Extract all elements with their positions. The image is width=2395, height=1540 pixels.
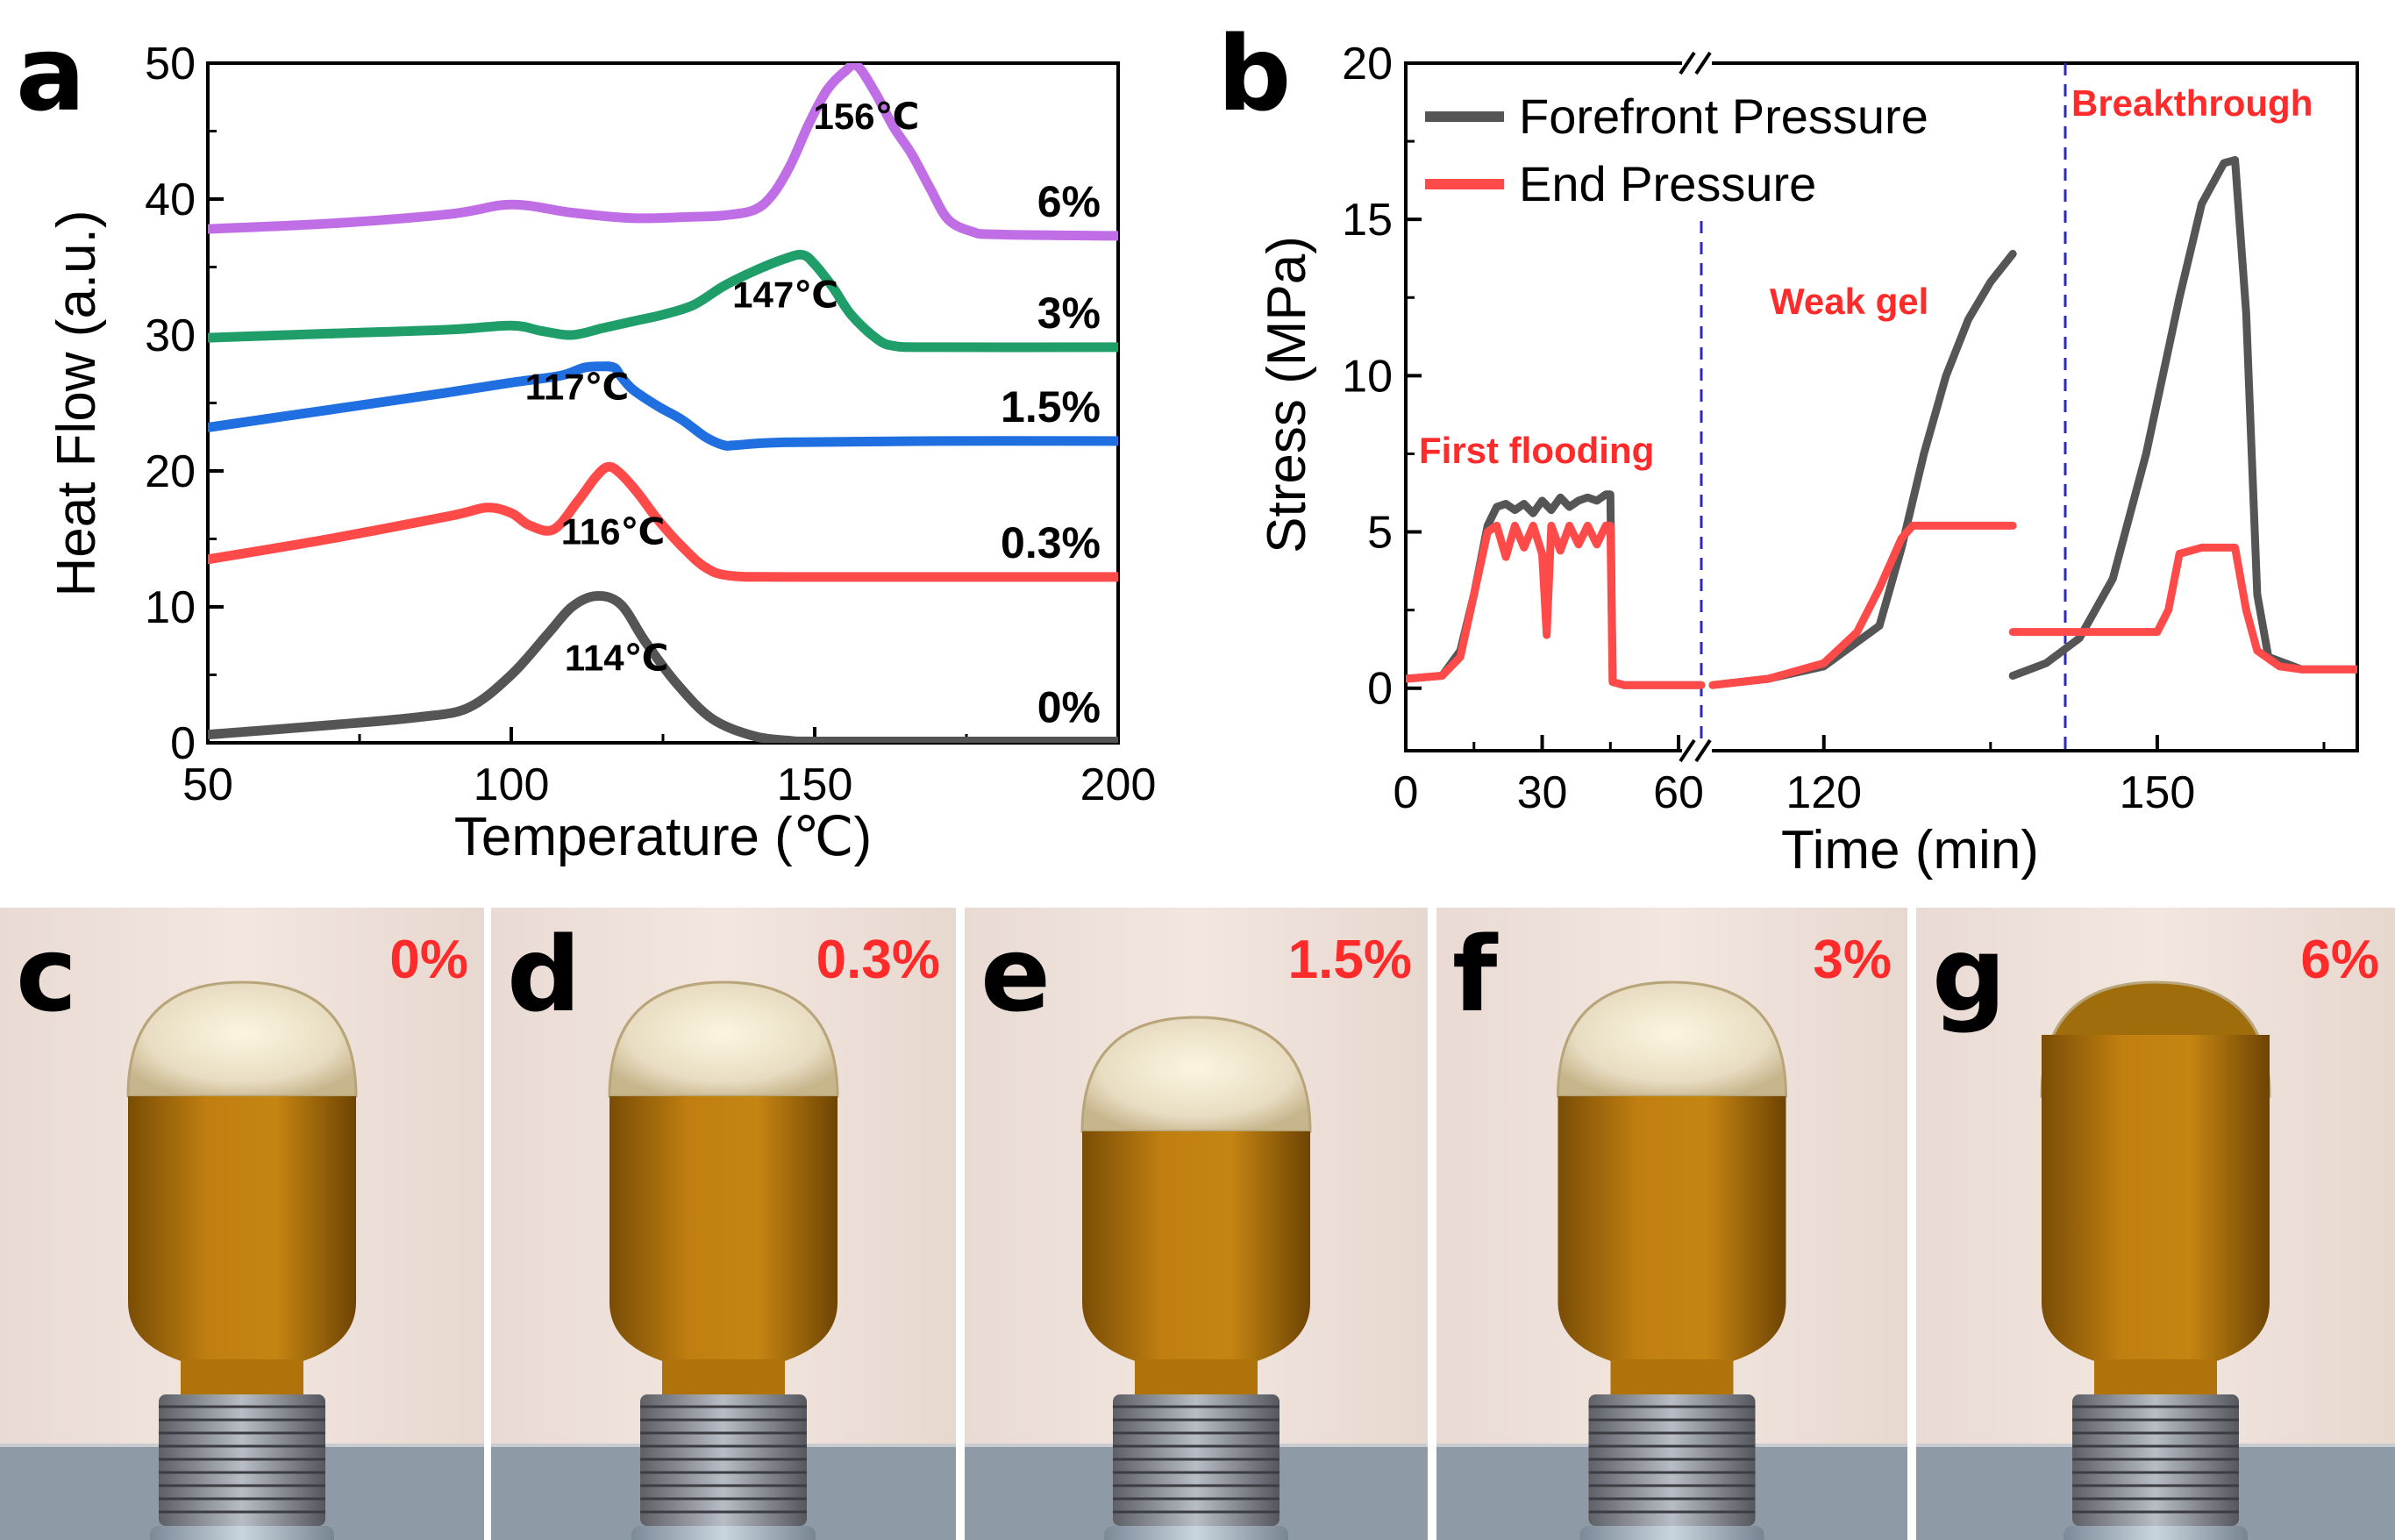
x-tick-label-a: 200 <box>1080 759 1157 810</box>
bottle-liquid <box>1557 1096 1786 1364</box>
peak-label: 116℃ <box>561 510 666 552</box>
x-tick-label-b: 60 <box>1653 767 1704 818</box>
series-end-label: 0.3% <box>1001 518 1101 567</box>
stage-dividers-b <box>1700 63 2067 751</box>
y-tick-label-a: 30 <box>145 310 196 361</box>
axis-ticks-a: 50 100 150 200 0 10 20 30 40 50 <box>145 39 1156 810</box>
panel-letter-c: c <box>16 914 77 1035</box>
x-tick-label-b: 0 <box>1394 767 1419 818</box>
legend-label-forefront: Forefront Pressure <box>1519 89 1928 144</box>
photo-panel-g: g 6% <box>1916 908 2395 1540</box>
bottle-liquid <box>1082 1131 1310 1364</box>
peak-label: 147℃ <box>732 274 838 316</box>
bottle-dome <box>126 980 358 1098</box>
y-tick-label-a: 20 <box>145 446 196 497</box>
panel-letter-b: b <box>1217 13 1291 134</box>
panel-letter-a: a <box>16 13 86 134</box>
series-lines-b <box>1406 156 2357 689</box>
series-end-label: 3% <box>1037 289 1101 338</box>
panel-letter-f: f <box>1452 914 1499 1035</box>
bottle-base <box>1104 1526 1288 1540</box>
end-pressure-line-weak-gel <box>1708 521 2017 689</box>
bottle-neck <box>181 1359 303 1399</box>
annotation-breakthrough: Breakthrough <box>2071 82 2313 124</box>
annotation-weak-gel: Weak gel <box>1770 281 1928 322</box>
bottle-dome <box>608 980 839 1098</box>
legend-b: Forefront Pressure End Pressure <box>1425 89 1928 211</box>
bottle-dome <box>1556 980 1788 1098</box>
y-tick-label-a: 50 <box>145 39 196 89</box>
y-tick-label-b: 15 <box>1342 195 1393 246</box>
bottle-dome <box>1080 1016 1312 1133</box>
x-axis-label-b: Time (min) <box>1781 820 2039 881</box>
series-line-0pct <box>208 591 1118 743</box>
concentration-label-f: 3% <box>1813 930 1892 990</box>
end-pressure-line-first-flooding <box>1406 521 1706 689</box>
y-tick-label-b: 10 <box>1342 351 1393 402</box>
concentration-label-d: 0.3% <box>816 930 940 990</box>
x-tick-label-a: 50 <box>182 759 233 810</box>
bottle-base <box>1579 1526 1764 1540</box>
bottle-neck <box>2094 1359 2217 1399</box>
peak-label: 156℃ <box>813 96 919 137</box>
bottle-liquid <box>609 1096 838 1364</box>
y-axis-label-a: Heat Flow (a.u.) <box>46 210 107 596</box>
photo-row: c 0% d 0.3% e 1.5% f 3% g 6% <box>0 908 2395 1540</box>
y-tick-label-b: 5 <box>1367 508 1393 559</box>
series-line-6pct <box>208 63 1118 241</box>
x-tick-label-a: 150 <box>777 759 853 810</box>
bottle-neck <box>1610 1359 1734 1399</box>
series-end-label: 0% <box>1037 682 1101 731</box>
bottle-neck <box>662 1359 785 1399</box>
series-end-label: 1.5% <box>1001 382 1101 431</box>
annotation-first-flooding: First flooding <box>1419 430 1654 471</box>
concentration-label-e: 1.5% <box>1288 930 1412 990</box>
series-line-0p3pct <box>208 461 1118 582</box>
concentration-label-g: 6% <box>2300 930 2379 990</box>
series-line-3pct <box>208 249 1118 353</box>
panel-letter-e: e <box>980 914 1051 1035</box>
peak-label: 114℃ <box>565 638 669 679</box>
bottle-base <box>631 1526 816 1540</box>
series-line-1p5pct <box>208 361 1118 451</box>
y-tick-label-b: 20 <box>1342 39 1393 89</box>
bottle-neck <box>1135 1359 1258 1399</box>
x-tick-label-a: 100 <box>474 759 550 810</box>
x-tick-label-b: 120 <box>1786 767 1862 818</box>
bottle-base <box>2064 1526 2248 1540</box>
x-tick-label-b: 30 <box>1517 767 1568 818</box>
series-labels-a: 0% 114℃ 0.3% 116℃ 1.5% 117℃ 3% 147℃ 6% 156℃ <box>525 96 1101 731</box>
bottle-base <box>150 1526 334 1540</box>
photo-panel-d: d 0.3% <box>491 908 956 1540</box>
y-axis-label-b: Stress (MPa) <box>1257 236 1317 553</box>
y-tick-label-a: 0 <box>170 718 196 769</box>
y-tick-label-a: 10 <box>145 582 196 633</box>
y-tick-label-b: 0 <box>1367 664 1393 715</box>
panel-b-stress-chart: b 0 30 60 120 150 0 5 10 15 20 Forefront Pressure… <box>1217 13 2359 881</box>
bottle-liquid <box>128 1096 356 1364</box>
series-lines-a <box>208 63 1118 743</box>
photo-panel-e: e 1.5% <box>965 908 1428 1540</box>
end-pressure-line-breakthrough <box>2008 543 2357 674</box>
y-tick-label-a: 40 <box>145 175 196 225</box>
photo-panel-c: c 0% <box>0 908 484 1540</box>
bottle-liquid <box>2042 1035 2270 1364</box>
legend-label-end: End Pressure <box>1519 156 1816 211</box>
concentration-label-c: 0% <box>389 930 468 990</box>
x-axis-label-a: Temperature (℃) <box>454 807 872 867</box>
series-end-label: 6% <box>1037 177 1101 226</box>
plot-frame-b <box>1404 61 2359 752</box>
axis-ticks-b: 0 30 60 120 150 0 5 10 15 20 <box>1342 39 2326 818</box>
axis-break-top <box>1679 51 1712 75</box>
photo-panel-f: f 3% <box>1436 908 1907 1540</box>
axis-break-bottom <box>1679 738 1712 763</box>
peak-label: 117℃ <box>525 367 630 408</box>
x-tick-label-b: 150 <box>2120 767 2196 818</box>
panel-letter-d: d <box>507 914 581 1035</box>
panel-letter-g: g <box>1932 914 2006 1035</box>
panel-a-heat-flow-chart: a 50 100 150 200 0 10 20 30 40 50 0% 114℃ 0.3% 116℃ 1… <box>16 13 1156 867</box>
